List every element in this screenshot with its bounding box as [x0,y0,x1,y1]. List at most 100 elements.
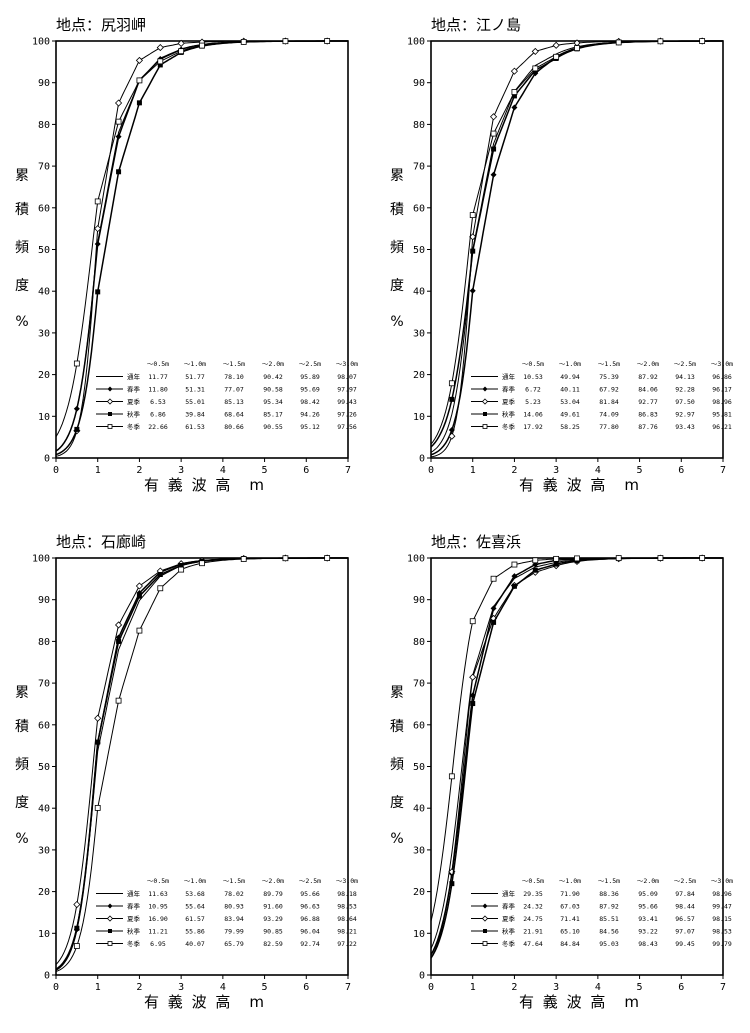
table-cell: 87.76 [638,423,658,431]
data-point [469,673,477,681]
table-header: ～2.5m [299,877,321,885]
table-cell: 96.86 [712,373,732,381]
table-header: ～2.5m [674,877,696,885]
data-point [531,47,539,55]
x-tick-label: 1 [95,465,101,476]
legend-marker [106,398,114,405]
x-axis-label: 有 義 波 高 m [144,476,266,494]
y-tick-label: 10 [38,412,50,423]
table-header: ～2.5m [299,360,321,368]
x-tick-label: 0 [428,982,434,993]
legend-marker [106,915,114,922]
table-header: ～2.0m [637,360,659,368]
table-header: ～1.0m [184,360,206,368]
data-point [115,133,122,140]
table-cell: 97.84 [675,890,695,898]
x-tick-label: 0 [53,465,59,476]
table-cell: 82.59 [263,940,283,948]
y-tick-label: 40 [38,287,50,298]
data-point [115,634,122,641]
table-cell: 81.84 [599,398,619,406]
table-header: ～0.5m [522,877,544,885]
legend-name: 冬季 [127,422,141,431]
data-point [470,248,476,254]
data-point [470,701,476,707]
data-point [199,560,205,567]
table-cell: 96.17 [712,386,732,394]
data-point [94,198,101,205]
y-tick-label: 50 [413,245,425,256]
table-cell: 10.53 [523,373,543,381]
y-tick-label: 100 [407,554,425,565]
x-tick-label: 5 [262,982,268,993]
table-cell: 99.45 [675,940,695,948]
table-cell: 96.57 [675,915,695,923]
legend-marker [107,903,113,909]
chart-svg: 地点：尻羽岬 0 10 20 30 40 50 60 70 80 90 100 0 1 2 3 4 5 6 7 累積頻度… [15,16,358,494]
chart-panel-sakihama: 地点：佐喜浜 0 10 20 30 40 50 60 70 80 90 100 0 1 2 3 4 5 6 7 累積頻度… [375,517,750,1033]
x-tick-label: 1 [470,465,476,476]
y-tick-label: 70 [413,679,425,690]
table-cell: 74.09 [599,411,619,419]
data-point [136,77,143,84]
table-cell: 80.93 [224,903,244,911]
y-tick-label: 50 [38,245,50,256]
table-cell: 79.99 [224,928,244,936]
legend-name: 夏季 [127,914,141,923]
data-point [324,555,331,561]
table-cell: 90.58 [263,386,283,394]
data-point [157,58,164,65]
data-point [157,572,163,578]
data-point [574,45,580,52]
legend-marker [483,412,487,416]
data-point [449,396,455,402]
x-tick-label: 5 [637,465,643,476]
table-cell: 94.13 [675,373,695,381]
table-header: ～2.0m [637,877,659,885]
chart-title: 地点：尻羽岬 [56,16,146,34]
data-point [156,44,164,52]
legend-name: 通年 [502,889,516,898]
table-header: ～3.0m [336,360,358,368]
table-header: ～1.0m [559,877,581,885]
y-axis-label: 度 [15,795,29,811]
data-point [282,555,289,562]
table-cell: 11.77 [148,373,168,381]
y-tick-label: 10 [413,412,425,423]
table-header: ～3.0m [711,360,733,368]
table-cell: 80.66 [224,423,244,431]
table-cell: 98.21 [337,928,357,936]
data-point [510,67,518,75]
y-tick-label: 40 [413,287,425,298]
legend-name: 秋季 [127,927,141,936]
y-axis-label: 頻 [15,240,29,256]
table-cell: 97.07 [675,928,695,936]
y-tick-label: 0 [44,454,50,465]
y-tick-label: 30 [413,845,425,856]
data-point [449,881,455,887]
y-tick-label: 70 [38,162,50,173]
table-cell: 78.02 [224,890,244,898]
y-axis-label: 積 [15,719,29,735]
table-cell: 10.95 [148,903,168,911]
y-tick-label: 90 [413,78,425,89]
data-point [115,697,122,704]
table-cell: 51.31 [185,386,205,394]
table-cell: 90.42 [263,373,283,381]
table-cell: 87.92 [599,903,619,911]
x-axis-label: 有 義 波 高 m [144,993,266,1011]
data-point [490,113,498,121]
table-cell: 67.92 [599,386,619,394]
data-point [448,773,455,780]
table-cell: 61.53 [185,423,205,431]
data-point [115,621,123,629]
data-point [657,38,664,45]
data-point [178,566,185,573]
table-cell: 65.79 [224,940,244,948]
data-point [552,41,560,49]
table-header: ～3.0m [336,877,358,885]
legend-marker [483,929,487,933]
table-header: ～1.5m [223,877,245,885]
data-point [448,380,455,387]
table-cell: 77.80 [599,423,619,431]
